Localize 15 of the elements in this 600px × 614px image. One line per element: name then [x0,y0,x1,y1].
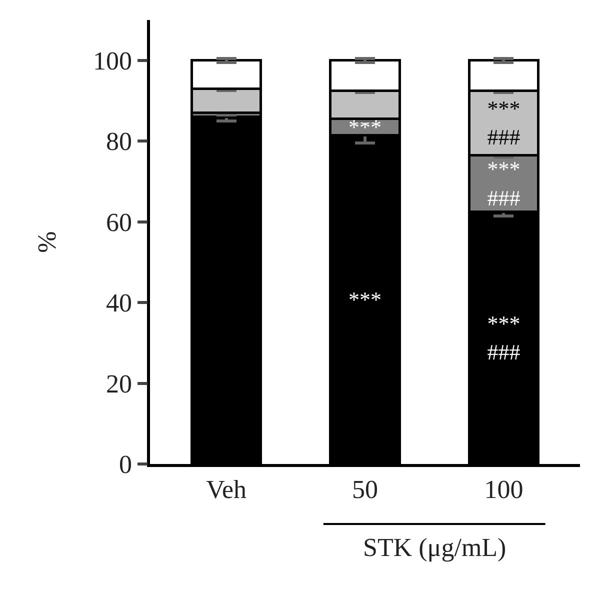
data-label: *** ### [487,311,520,365]
y-tick-label: 20 [106,369,132,398]
data-label: *** [348,287,382,312]
y-axis-title: % [32,231,62,253]
x-tick-label: 50 [352,474,378,504]
x-tick-label: 100 [484,474,524,504]
data-label: *** ### [487,96,520,150]
data-label: *** ### [487,156,520,210]
y-tick-label: 0 [119,450,132,480]
x-axis-title: STK (μg/mL) [363,533,506,562]
y-tick-label: 60 [106,208,132,237]
y-tick-label: 100 [93,46,132,76]
y-tick-label: 40 [106,288,132,318]
x-tick-label: Veh [206,474,247,504]
y-tick-label: 80 [106,127,132,156]
